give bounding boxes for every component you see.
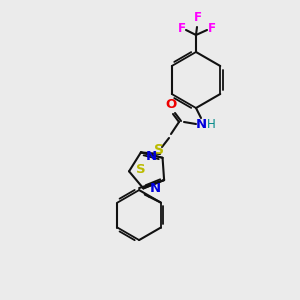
Text: N: N (149, 182, 161, 195)
Text: F: F (178, 22, 186, 35)
Text: N: N (195, 118, 207, 130)
Text: F: F (194, 11, 202, 24)
Text: H: H (207, 118, 215, 131)
Text: S: S (136, 163, 146, 176)
Text: O: O (165, 98, 177, 111)
Text: S: S (154, 143, 164, 157)
Text: F: F (208, 22, 216, 35)
Text: N: N (146, 150, 157, 163)
